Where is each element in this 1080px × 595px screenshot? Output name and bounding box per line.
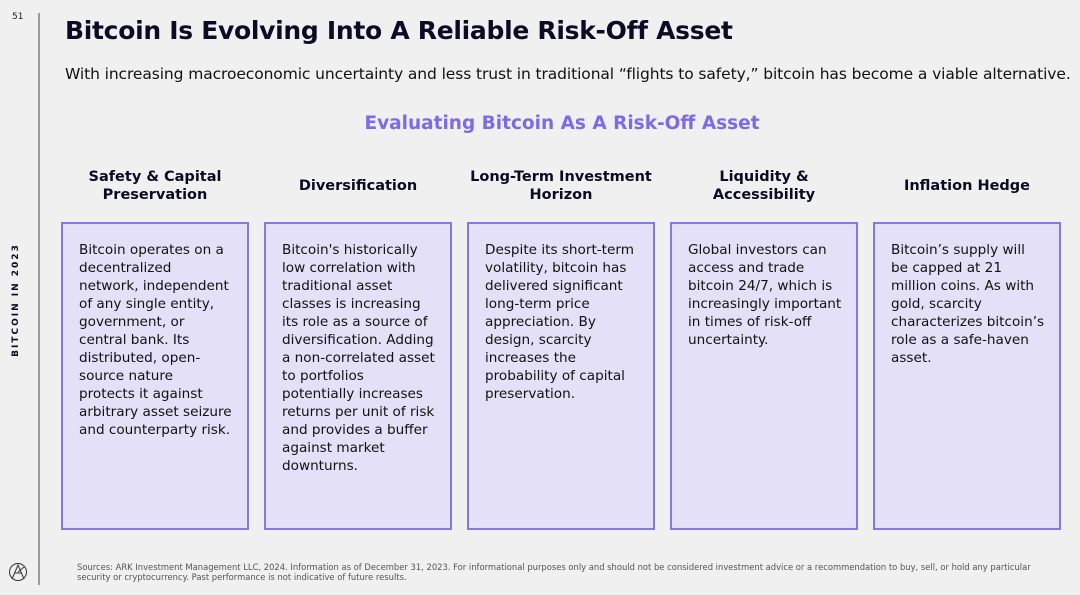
column-heading: Inflation Hedge (903, 178, 1031, 194)
column-card: Bitcoin operates on a decentralized netw… (61, 222, 249, 530)
column-inflation: Inflation Hedge Bitcoin’s supply will be… (873, 160, 1061, 530)
subtitle: With increasing macroeconomic uncertaint… (65, 65, 1071, 83)
page-number: 51 (12, 12, 24, 22)
sidebar-label: BITCOIN IN 2023 (11, 243, 21, 357)
column-card: Bitcoin’s supply will be capped at 21 mi… (873, 222, 1061, 530)
column-safety: Safety & Capital Preservation Bitcoin op… (61, 160, 249, 530)
column-card: Despite its short-term volatility, bitco… (467, 222, 655, 530)
column-heading: Liquidity & Accessibility (712, 169, 816, 203)
column-diversification: Diversification Bitcoin's historically l… (264, 160, 452, 530)
footnote: Sources: ARK Investment Management LLC, … (77, 562, 1031, 582)
divider (38, 13, 40, 585)
column-liquidity: Liquidity & Accessibility Global investo… (670, 160, 858, 530)
column-card: Global investors can access and trade bi… (670, 222, 858, 530)
page-title: Bitcoin Is Evolving Into A Reliable Risk… (65, 16, 733, 45)
column-heading: Diversification (298, 178, 418, 194)
ark-logo-icon (9, 563, 27, 581)
section-title: Evaluating Bitcoin As A Risk-Off Asset (364, 113, 760, 134)
column-heading: Long-Term Investment Horizon (470, 169, 652, 203)
column-long-term: Long-Term Investment Horizon Despite its… (467, 160, 655, 530)
column-card: Bitcoin's historically low correlation w… (264, 222, 452, 530)
column-heading: Safety & Capital Preservation (88, 169, 222, 203)
